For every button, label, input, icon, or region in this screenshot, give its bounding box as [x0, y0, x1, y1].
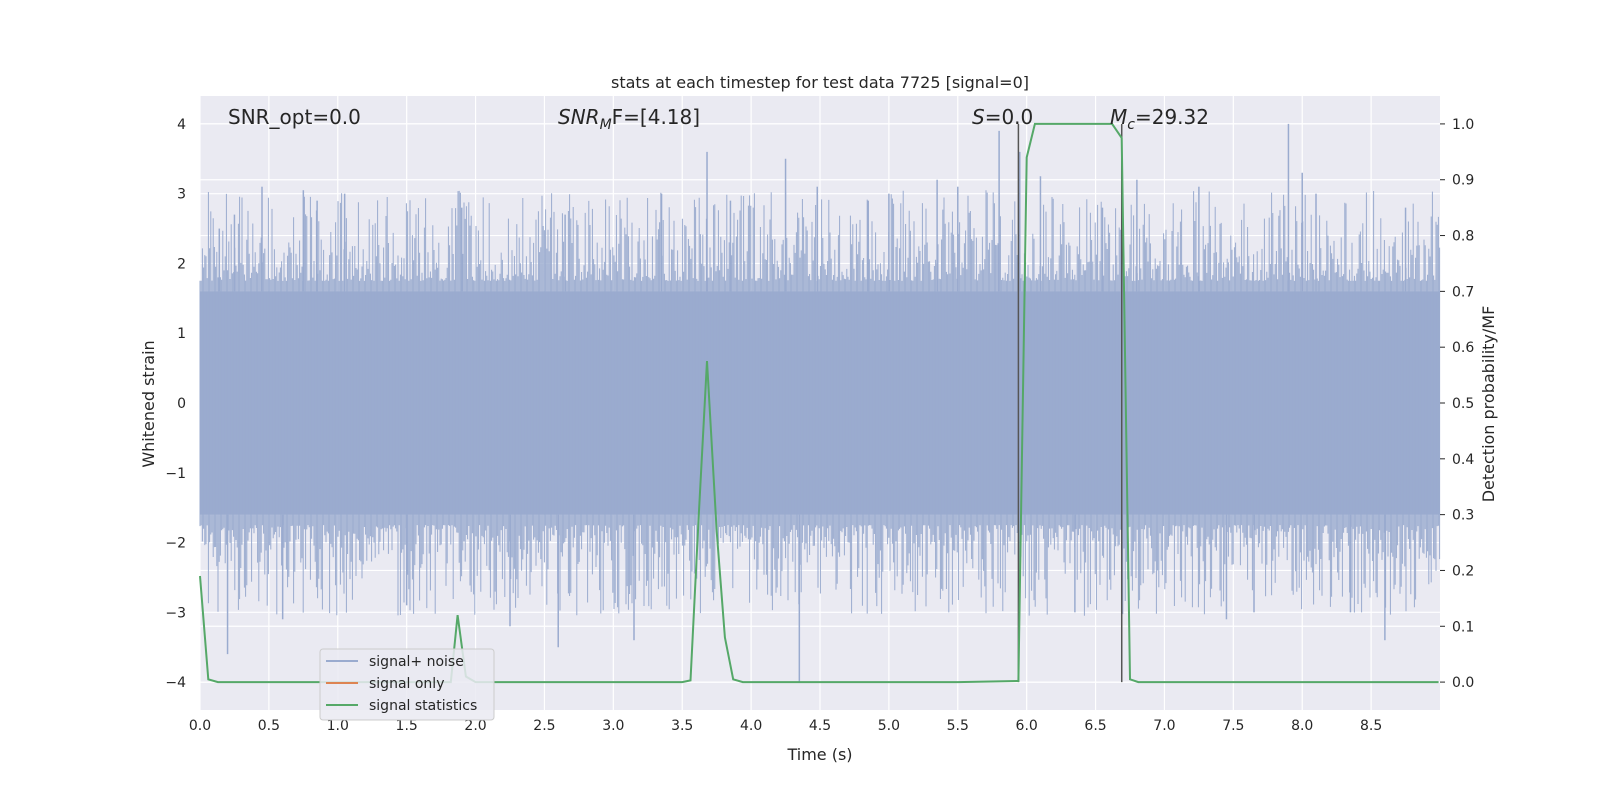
vertical-lines: [1017, 123, 1123, 683]
y-right-tick-label: 0.3: [1452, 508, 1474, 524]
y-right-tick-label: 1.0: [1452, 117, 1474, 133]
annotation-snr-mf-main: SNR: [558, 105, 600, 129]
y-left-tick-label: 2: [177, 256, 186, 272]
y-left-tick-label: −4: [165, 675, 186, 691]
x-tick-label: 7.0: [1153, 718, 1175, 734]
x-tick-label: 6.0: [1016, 718, 1038, 734]
y-axis-label-left: Whitened strain: [139, 340, 158, 467]
x-axis-label: Time (s): [786, 745, 852, 764]
annotation-snr-mf: SNRMF=[4.18]: [558, 105, 700, 133]
x-tick-label: 4.5: [809, 718, 831, 734]
annotation-s: S=0.0: [972, 105, 1033, 129]
ticks: 0.0 0.5 1.0 1.5 2.0 2.5 3.0 3.5 4.0 4.5 5.0 5.5 6.0 6…: [165, 117, 1474, 734]
y-right-tick-label: 0.6: [1452, 340, 1474, 356]
y-right-tick-label: 0.5: [1452, 396, 1474, 412]
annotation-mc-sub: c: [1127, 117, 1135, 133]
legend-label-signal-statistics: signal statistics: [369, 698, 477, 714]
x-tick-label: 6.5: [1084, 718, 1106, 734]
x-tick-label: 8.0: [1291, 718, 1313, 734]
x-tick-label: 5.0: [878, 718, 900, 734]
annotation-mc: Mc=29.32: [1110, 105, 1209, 133]
y-right-tick-label: 0.8: [1452, 229, 1474, 245]
x-tick-label: 3.5: [671, 718, 693, 734]
x-tick-label: 3.0: [602, 718, 624, 734]
annotation-s-rest: =0.0: [985, 105, 1034, 129]
x-tick-label: 0.0: [189, 718, 211, 734]
y-left-tick-label: 1: [177, 326, 186, 342]
y-left-tick-label: 0: [177, 396, 186, 412]
annotation-s-main: S: [972, 105, 985, 129]
y-right-tick-label: 0.0: [1452, 675, 1474, 691]
annotation-mc-rest: =29.32: [1135, 105, 1209, 129]
annotation-snr-opt: SNR_opt=0.0: [228, 105, 361, 129]
series-signal-noise: [199, 123, 1441, 683]
x-tick-label: 1.5: [396, 718, 418, 734]
y-left-tick-label: 4: [177, 117, 186, 133]
x-tick-label: 2.5: [533, 718, 555, 734]
x-tick-label: 1.0: [327, 718, 349, 734]
legend: signal+ noise signal only signal statist…: [319, 648, 495, 721]
x-tick-label: 0.5: [258, 718, 280, 734]
y-right-tick-label: 0.9: [1452, 173, 1474, 189]
y-right-tick-label: 0.1: [1452, 619, 1474, 635]
y-axis-label-right: Detection probability/MF: [1479, 306, 1498, 503]
y-right-tick-label: 0.7: [1452, 284, 1474, 300]
y-right-tick-label: 0.4: [1452, 452, 1474, 468]
x-tick-label: 7.5: [1222, 718, 1244, 734]
legend-box: [319, 648, 495, 721]
legend-label-signal-noise: signal+ noise: [369, 654, 464, 670]
x-tick-label: 8.5: [1360, 718, 1382, 734]
x-tick-label: 5.5: [947, 718, 969, 734]
x-tick-label: 4.0: [740, 718, 762, 734]
y-left-tick-label: −3: [165, 605, 186, 621]
y-left-tick-label: −1: [165, 466, 186, 482]
annotation-snr-mf-sub: M: [600, 117, 612, 133]
y-left-tick-label: 3: [177, 187, 186, 203]
y-left-tick-label: −2: [165, 536, 186, 552]
y-right-tick-label: 0.2: [1452, 563, 1474, 579]
legend-label-signal-only: signal only: [369, 676, 444, 692]
noise-fluctuations: [199, 190, 1441, 616]
annotation-snr-mf-rest: F=[4.18]: [612, 105, 700, 129]
chart-title: stats at each timestep for test data 772…: [611, 73, 1029, 92]
annotation-mc-main: M: [1110, 105, 1127, 129]
x-tick-label: 2.0: [464, 718, 486, 734]
